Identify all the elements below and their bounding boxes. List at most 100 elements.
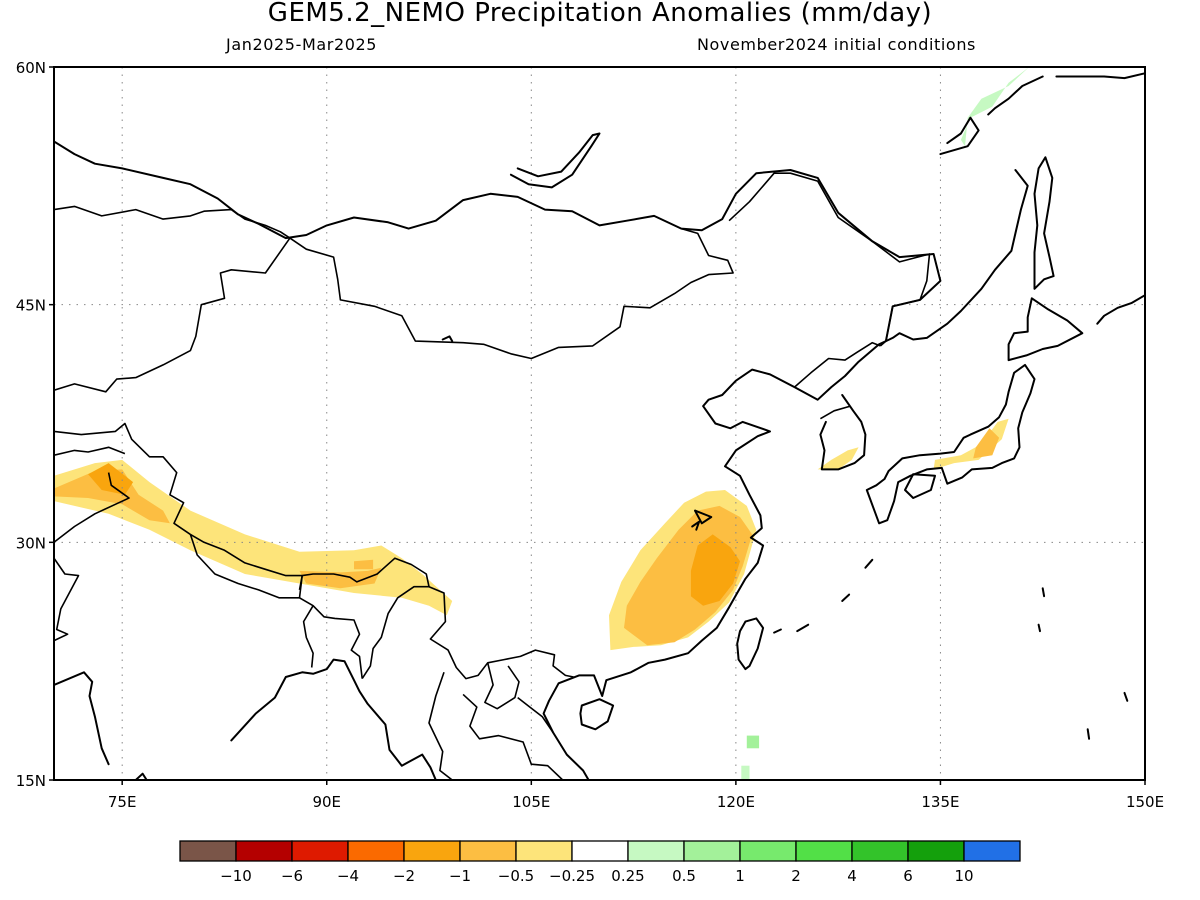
map-title: GEM5.2_NEMO Precipitation Anomalies (mm/…	[268, 0, 932, 28]
country-border	[793, 341, 881, 388]
colorbar-box	[907, 840, 965, 862]
colorbar-box	[739, 840, 797, 862]
island-outline	[1086, 728, 1091, 740]
country-border	[428, 672, 453, 780]
anomaly-region-japan-dry-core	[973, 428, 1000, 459]
colorbar-label: 2	[791, 867, 801, 885]
anomaly-region-luzon-wet	[741, 765, 750, 780]
colorbar-label: −0.5	[498, 867, 534, 885]
island-outline	[1037, 623, 1041, 633]
colorbar-label: −4	[337, 867, 359, 885]
colorbar-box	[683, 840, 741, 862]
colorbar-box	[571, 840, 629, 862]
colorbar-label: 4	[847, 867, 857, 885]
axis-labels: 75E 90E 105E 120E 135E 150E 60N 45N 30N 15N	[16, 59, 1164, 811]
lat-label: 30N	[16, 534, 46, 552]
country-border	[820, 405, 851, 420]
lat-label: 15N	[16, 772, 46, 790]
country-border	[517, 696, 554, 733]
coastline	[579, 698, 615, 731]
colorbar-label: 1	[735, 867, 745, 885]
country-border	[298, 557, 430, 680]
country-border	[302, 605, 314, 668]
anomaly-region-south-china-dry-strong	[690, 534, 740, 606]
lon-label: 150E	[1126, 793, 1164, 811]
lon-label: 105E	[512, 793, 550, 811]
colorbar-box	[795, 840, 853, 862]
anomaly-region-himalaya-dry-core	[54, 469, 170, 524]
island-outline	[773, 628, 782, 634]
coastlines	[54, 72, 1145, 780]
colorbar-box	[459, 840, 517, 862]
country-border	[54, 422, 191, 536]
colorbar-box	[403, 840, 461, 862]
coastline	[904, 473, 936, 499]
axis-ticks	[49, 66, 1146, 785]
colorbar-box	[851, 840, 909, 862]
coastline	[884, 169, 1029, 343]
coastline	[1055, 72, 1145, 80]
colorbar-label: −6	[281, 867, 303, 885]
lon-label: 120E	[717, 793, 755, 811]
lat-label: 45N	[16, 297, 46, 315]
coastline	[865, 363, 1036, 525]
country-border	[462, 693, 564, 780]
anomaly-layer	[54, 67, 1030, 780]
colorbar-label: 6	[903, 867, 913, 885]
country-border	[484, 662, 520, 710]
colorbar-box	[963, 840, 1021, 862]
country-border	[428, 585, 574, 680]
colorbar-label: −10	[220, 867, 252, 885]
island-outline	[691, 520, 701, 531]
coastline	[54, 140, 942, 780]
country-border	[54, 237, 291, 393]
country-border	[289, 227, 734, 360]
lon-label: 135E	[921, 793, 959, 811]
colorbar-label: 0.25	[611, 867, 644, 885]
colorbar-label: 0.5	[672, 867, 696, 885]
country-border	[728, 172, 931, 347]
colorbar-box	[291, 840, 349, 862]
colorbar-box	[235, 840, 293, 862]
coastline	[230, 658, 437, 780]
colorbar-box	[179, 840, 237, 862]
island-outline	[441, 335, 454, 343]
country-border	[189, 533, 303, 577]
coastline	[464, 779, 467, 780]
country-border	[54, 205, 291, 239]
valid-period-label: Jan2025-Mar2025	[225, 35, 377, 54]
country-border	[54, 557, 80, 642]
country-border	[54, 446, 126, 456]
lon-label: 75E	[108, 793, 137, 811]
colorbar-box	[515, 840, 573, 862]
island-outline	[1041, 587, 1046, 598]
island-outline	[1123, 691, 1129, 702]
coastline	[1007, 297, 1084, 362]
coastline	[54, 671, 110, 766]
country-border	[299, 597, 363, 679]
lon-label: 90E	[312, 793, 341, 811]
colorbar-box	[627, 840, 685, 862]
lat-label: 60N	[16, 59, 46, 77]
coastline	[939, 116, 980, 156]
colorbar-box	[347, 840, 405, 862]
anomaly-region-himalaya-dry-small	[354, 559, 374, 570]
island-outline	[796, 623, 810, 633]
colorbar-label: 10	[954, 867, 973, 885]
coastline	[1096, 294, 1145, 325]
country-border	[54, 472, 130, 543]
coastline	[736, 617, 765, 671]
country-border	[189, 534, 303, 599]
island-outline	[509, 132, 601, 189]
initial-conditions-label: November2024 initial conditions	[697, 35, 976, 54]
coastline	[694, 509, 713, 525]
island-outline	[864, 558, 874, 569]
map-background	[54, 67, 1145, 780]
colorbar-label: −1	[449, 867, 471, 885]
coastline	[1033, 156, 1055, 290]
colorbar: −10 −6 −4 −2 −1 −0.5 −0.25 0.25 0.5 1 2 4 6 10	[179, 840, 1021, 885]
coastline	[819, 394, 867, 471]
anomaly-region-korea-dry	[817, 447, 859, 470]
